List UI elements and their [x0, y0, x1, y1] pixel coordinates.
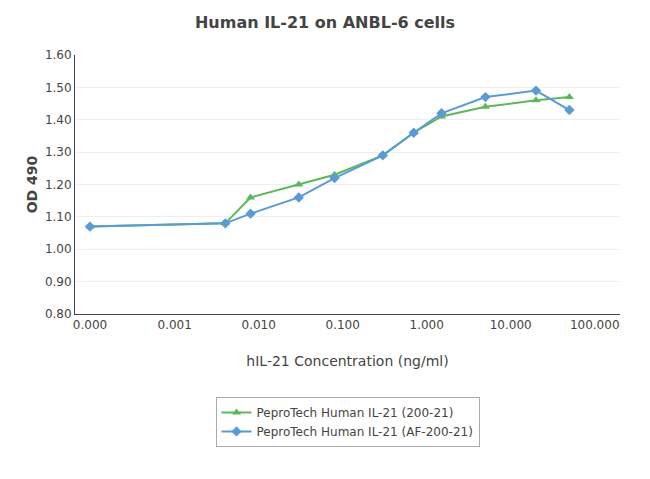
svg-text:1.50: 1.50: [45, 81, 72, 95]
svg-text:1.40: 1.40: [45, 113, 72, 127]
svg-text:hIL-21 Concentration (ng/ml): hIL-21 Concentration (ng/ml): [246, 353, 448, 369]
svg-text:0.001: 0.001: [158, 318, 192, 332]
svg-text:1.30: 1.30: [45, 145, 72, 159]
svg-text:PeproTech Human IL-21 (200-21): PeproTech Human IL-21 (200-21): [257, 406, 454, 420]
svg-text:0.100: 0.100: [326, 318, 360, 332]
svg-text:1.000: 1.000: [410, 318, 444, 332]
svg-text:0.000: 0.000: [73, 318, 107, 332]
svg-text:0.90: 0.90: [45, 275, 72, 289]
svg-text:1.20: 1.20: [45, 178, 72, 192]
svg-text:1.00: 1.00: [45, 242, 72, 256]
svg-text:Human IL-21 on ANBL-6 cells: Human IL-21 on ANBL-6 cells: [195, 13, 455, 32]
svg-text:0.80: 0.80: [45, 307, 72, 321]
svg-text:10.000: 10.000: [490, 318, 532, 332]
svg-text:OD 490: OD 490: [24, 155, 40, 213]
svg-text:1.10: 1.10: [45, 210, 72, 224]
svg-text:100.000: 100.000: [570, 318, 620, 332]
svg-text:1.60: 1.60: [45, 48, 72, 62]
svg-text:0.010: 0.010: [242, 318, 276, 332]
svg-text:PeproTech Human IL-21 (AF-200-: PeproTech Human IL-21 (AF-200-21): [257, 425, 473, 439]
